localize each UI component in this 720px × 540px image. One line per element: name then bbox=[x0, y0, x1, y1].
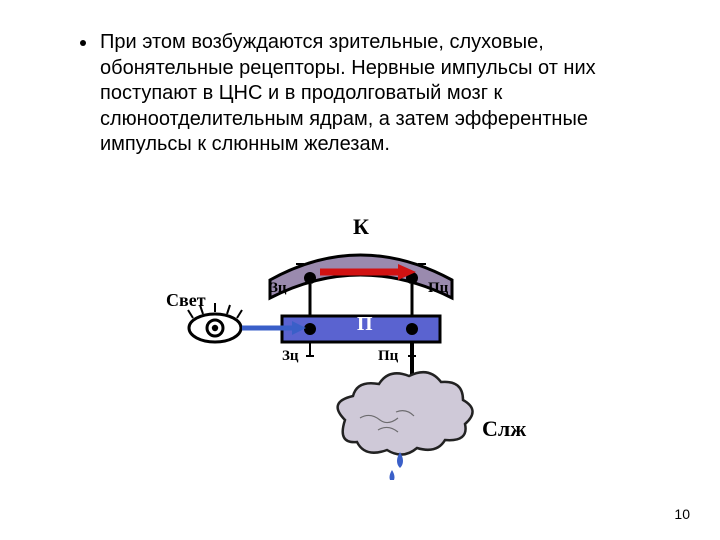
label-P: П bbox=[357, 313, 373, 336]
saliva-drops bbox=[390, 452, 404, 480]
label-svet: Свет bbox=[166, 290, 206, 311]
bullet-item: При этом возбуждаются зрительные, слухов… bbox=[80, 30, 670, 158]
cortex bbox=[270, 255, 452, 298]
bullet-text: При этом возбуждаются зрительные, слухов… bbox=[100, 30, 670, 158]
label-K: К bbox=[353, 214, 369, 240]
label-Pc1: Пц bbox=[428, 280, 448, 297]
reflex-arc-diagram: К П Зц Пц Зц Пц Свет Слж bbox=[160, 220, 590, 480]
page-number: 10 bbox=[674, 506, 690, 522]
label-Zc2: Зц bbox=[282, 348, 299, 365]
label-Pc2: Пц bbox=[378, 348, 398, 365]
label-Zc1: Зц bbox=[270, 280, 287, 297]
label-slj: Слж bbox=[482, 416, 526, 442]
bullet-dot bbox=[80, 40, 86, 46]
gland bbox=[338, 372, 473, 454]
